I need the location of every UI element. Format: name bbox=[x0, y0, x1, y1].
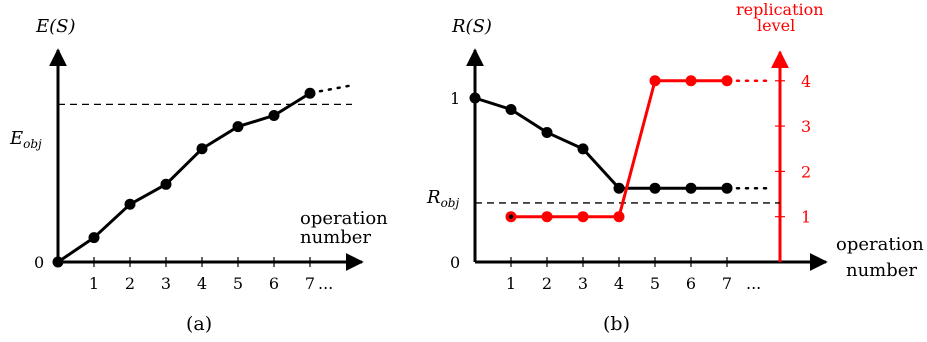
panel-b-threshold-label: Robj bbox=[426, 187, 459, 210]
panel-a-data-point bbox=[52, 256, 64, 268]
panel-b-y2-label-line2: level bbox=[757, 16, 795, 35]
panel-b-series-2-point bbox=[577, 211, 589, 223]
panel-a-data-point bbox=[268, 109, 280, 121]
panel-b-one-label: 1 bbox=[450, 89, 460, 108]
panel-a-data-point bbox=[160, 178, 172, 190]
panel-a-data-point bbox=[88, 232, 100, 244]
panel-b-x-tick-label: 1 bbox=[506, 274, 516, 293]
panel-a: E(S) 0 Eobj operation number 1 2 3 4 5 6 7 ...… bbox=[9, 16, 388, 335]
panel-b-series-2-point bbox=[721, 75, 733, 87]
panel-a-series-line bbox=[57, 92, 311, 264]
panel-b-series-2-line bbox=[511, 79, 727, 219]
panel-a-x-tick-label: 5 bbox=[233, 274, 243, 293]
panel-a-y-label: E(S) bbox=[35, 16, 76, 37]
panel-a-x-label-line1: operation bbox=[300, 208, 388, 229]
panel-b-series-1-point bbox=[649, 182, 661, 194]
panel-a-threshold-label: Eobj bbox=[9, 128, 42, 151]
panel-a-zero-label: 0 bbox=[34, 253, 44, 272]
panel-b-series-1-point bbox=[721, 182, 733, 194]
panel-b-series-1-point bbox=[577, 143, 589, 155]
panel-a-x-tick-label: 6 bbox=[269, 274, 279, 293]
panel-a-x-ellipsis: ... bbox=[318, 274, 333, 293]
panel-b-x-tick-label: 7 bbox=[722, 274, 732, 293]
panel-a-data-point bbox=[196, 143, 208, 155]
panel-b-y-label: R(S) bbox=[451, 16, 492, 37]
panel-b-series-2-point bbox=[613, 211, 625, 223]
panel-b-x-tick-label: 4 bbox=[614, 274, 624, 293]
panel-b-x-label-line2: number bbox=[846, 260, 917, 281]
panel-b-caption: (b) bbox=[603, 313, 630, 335]
panel-b-x-tick-label: 6 bbox=[686, 274, 696, 293]
panel-b-series-2-point bbox=[685, 75, 697, 87]
panel-a-continuation-dots bbox=[318, 84, 354, 93]
panel-a-caption: (a) bbox=[186, 313, 212, 335]
panel-a-x-label-line2: number bbox=[300, 227, 371, 248]
panel-a-data-point bbox=[124, 198, 136, 210]
panel-b-series-2-start-marker bbox=[508, 214, 514, 219]
panel-a-x-tick-label: 3 bbox=[161, 274, 171, 293]
panel-b-series-1-point bbox=[541, 126, 553, 138]
panel-b-series-2-point bbox=[541, 211, 553, 223]
panel-b-y2-tick-label: 2 bbox=[801, 162, 811, 181]
panel-b-zero-label: 0 bbox=[450, 253, 460, 272]
panel-b-y2-tick-label: 1 bbox=[801, 208, 811, 227]
panel-a-data-point bbox=[232, 121, 244, 133]
panel-b-x-ellipsis: ... bbox=[746, 274, 761, 293]
panel-b-series-1-point bbox=[469, 92, 481, 104]
panel-a-x-tick-label: 4 bbox=[197, 274, 207, 293]
panel-a-x-tick-label: 1 bbox=[89, 274, 99, 293]
panel-b-series-1-point bbox=[685, 182, 697, 194]
panel-b-x-label-line1: operation bbox=[836, 234, 924, 255]
panel-b-y2-label-line1: replication bbox=[736, 0, 824, 19]
panel-b-series-2-point bbox=[649, 75, 661, 87]
panel-b-x-tick-label: 5 bbox=[650, 274, 660, 293]
panel-a-x-tick-label: 7 bbox=[305, 274, 315, 293]
panel-b-y2-tick-label: 3 bbox=[801, 117, 811, 136]
panel-b-series-1-line bbox=[474, 96, 727, 190]
panel-b-y2-tick-label: 4 bbox=[801, 72, 811, 91]
panel-a-x-tick-label: 2 bbox=[125, 274, 135, 293]
panel-b-x-tick-label: 2 bbox=[542, 274, 552, 293]
panel-a-data-point bbox=[304, 87, 316, 99]
panel-b-x-tick-label: 3 bbox=[578, 274, 588, 293]
panel-b-series-1-point bbox=[505, 103, 517, 115]
panel-b-series-1-point bbox=[613, 182, 625, 194]
